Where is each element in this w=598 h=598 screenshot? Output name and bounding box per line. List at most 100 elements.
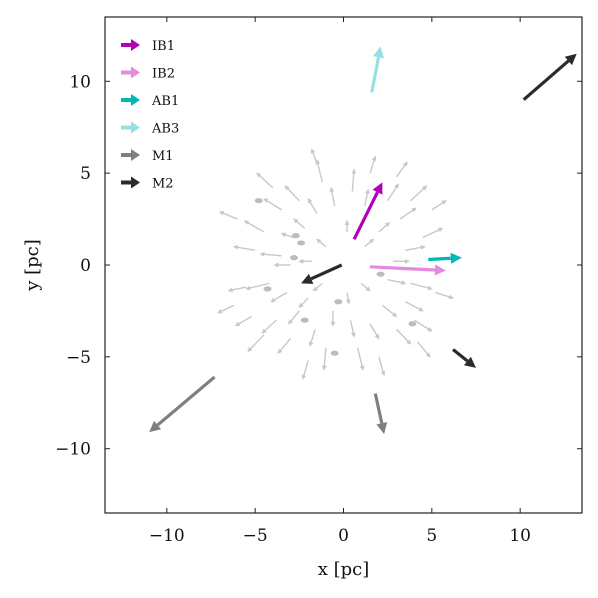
background-arrow [435, 291, 454, 300]
background-arrow [364, 238, 375, 248]
vector-ab3-shaft [370, 56, 381, 93]
background-arrow [329, 186, 336, 207]
vector-m1-head [149, 420, 162, 433]
background-arrow [234, 315, 252, 327]
background-arrow [395, 328, 412, 345]
legend: IB1 IB2 AB1 AB3 M1 M2 [121, 39, 179, 192]
background-arrow [410, 185, 428, 202]
background-arrow [263, 198, 283, 211]
vector-ab3-head [373, 46, 384, 59]
background-arrow [256, 172, 274, 189]
background-arrow [277, 338, 292, 354]
vector-m1 [373, 393, 388, 435]
background-arrow [413, 319, 433, 332]
vector-ib2-head [434, 264, 446, 276]
background-blob [300, 317, 309, 323]
legend-label: AB3 [151, 122, 179, 137]
vector-m2-shaft [522, 59, 570, 101]
background-blob [408, 321, 417, 327]
background-arrow [349, 319, 356, 338]
background-arrow [360, 282, 371, 292]
axis-ticks: −10 −5 0 5 10 −10 −5 0 5 10 [55, 17, 582, 546]
legend-item-m1: M1 [121, 149, 174, 164]
legend-item-ab1: AB1 [121, 94, 179, 109]
background-arrow [417, 341, 431, 358]
x-tick-label: −5 [243, 526, 268, 546]
y-axis-label: y [pc] [22, 239, 43, 292]
vector-m2-head [301, 273, 314, 284]
legend-swatch-head [131, 66, 140, 79]
background-arrow [378, 222, 391, 233]
x-tick-label: 5 [426, 526, 437, 546]
background-arrow [381, 304, 398, 318]
legend-item-ib1: IB1 [121, 39, 175, 54]
legend-label: AB1 [151, 94, 179, 109]
background-arrow [261, 319, 277, 334]
background-arrow [217, 304, 235, 314]
background-arrow [316, 238, 327, 248]
x-tick-label: −10 [149, 526, 185, 546]
background-arrow [364, 188, 370, 207]
background-arrow [280, 232, 295, 239]
background-arrow [356, 347, 365, 371]
vector-m2 [522, 53, 577, 101]
background-arrow [310, 148, 318, 165]
background-arrow [308, 329, 316, 347]
legend-swatch-head [131, 39, 140, 51]
background-arrow [312, 282, 323, 292]
legend-swatch [121, 39, 140, 51]
vector-m1-shaft [156, 375, 216, 427]
legend-swatch [121, 121, 140, 134]
background-arrow [387, 279, 407, 285]
background-arrow [301, 360, 309, 380]
legend-item-m2: M2 [121, 176, 174, 192]
vector-m2-head [564, 53, 577, 66]
background-arrow [284, 185, 300, 202]
legend-swatch [121, 176, 140, 189]
background-arrow [298, 297, 309, 308]
background-arrow [410, 282, 433, 291]
vector-ab1 [428, 252, 462, 264]
vector-ib2-shaft [369, 265, 436, 272]
background-arrow [247, 334, 265, 353]
background-arrow [218, 210, 238, 220]
background-arrow [259, 251, 282, 257]
background-arrow [395, 161, 408, 178]
legend-label: IB2 [152, 67, 175, 82]
background-arrow [345, 292, 351, 305]
vector-ab1-shaft [428, 256, 451, 262]
background-arrow [245, 282, 270, 291]
plot-background [105, 17, 582, 513]
x-tick-label: 0 [338, 526, 349, 546]
background-blob [376, 271, 385, 277]
y-tick-label: −10 [55, 440, 91, 460]
background-arrow [227, 286, 247, 293]
background-arrow [399, 207, 417, 220]
background-arrow [233, 244, 256, 251]
background-arrow [288, 310, 300, 325]
vector-ib1 [352, 182, 383, 240]
vector-m1-head [376, 422, 388, 435]
legend-label: IB1 [152, 39, 175, 54]
background-arrow [243, 220, 265, 233]
background-arrow [315, 159, 323, 183]
legend-swatch [121, 149, 140, 161]
background-vector-field [217, 148, 454, 380]
background-arrow [369, 155, 377, 174]
background-blob [254, 198, 263, 204]
legend-swatch [121, 66, 140, 79]
background-arrow [293, 218, 306, 229]
background-arrow [270, 291, 288, 303]
y-tick-label: 10 [69, 72, 91, 92]
background-arrow [307, 198, 318, 214]
background-arrow [321, 347, 327, 371]
background-arrow [369, 323, 380, 340]
vector-m2-shaft [452, 348, 469, 363]
background-blob [334, 299, 343, 305]
legend-item-ab3: AB3 [121, 121, 179, 137]
background-blob [330, 350, 339, 356]
background-arrow [405, 301, 424, 312]
legend-label: M2 [152, 177, 174, 192]
background-arrow [387, 183, 399, 202]
